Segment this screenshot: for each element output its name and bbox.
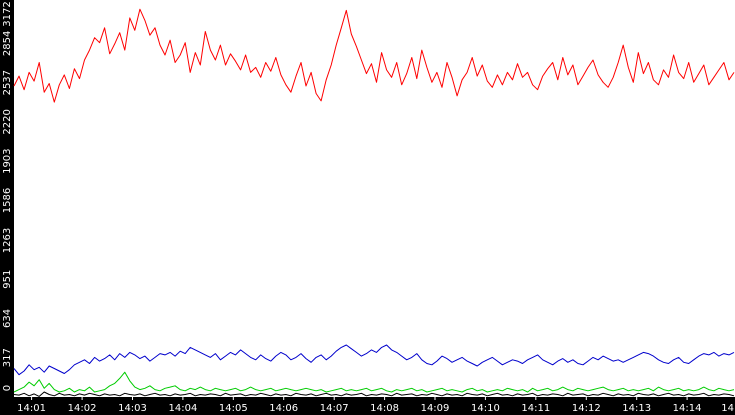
x-tick-label: 14:04 xyxy=(168,403,197,414)
x-tick-label: 14:06 xyxy=(269,403,298,414)
y-tick-label: 1586 xyxy=(2,188,13,213)
series-line-2 xyxy=(13,371,735,393)
y-tick-label: 951 xyxy=(2,270,13,289)
x-tick-label: 14:13 xyxy=(622,403,651,414)
y-axis-band xyxy=(0,0,14,415)
y-tick-label: 317 xyxy=(2,348,13,367)
x-tick-label: 14 xyxy=(721,403,734,414)
x-tick-label: 14:12 xyxy=(572,403,601,414)
x-tick-label: 14:09 xyxy=(421,403,450,414)
y-tick-label: 634 xyxy=(2,309,13,328)
x-tick-label: 14:14 xyxy=(673,403,702,414)
x-tick-label: 14:10 xyxy=(471,403,500,414)
x-tick-label: 14:01 xyxy=(17,403,46,414)
series-line-1 xyxy=(13,344,735,376)
x-tick-label: 14:07 xyxy=(320,403,349,414)
y-tick-label: 3172 xyxy=(2,1,13,26)
x-axis-ticks: 14:01 14:02 14:03 14:04 14:05 14:06 14:07 14:08… xyxy=(17,397,734,414)
y-axis-ticks: 0 317 634 951 1263 1586 1903 2220 2537 2854 3172 xyxy=(2,1,13,391)
x-tick-label: 14:05 xyxy=(219,403,248,414)
x-tick-label: 14:03 xyxy=(118,403,147,414)
y-tick-label: 2537 xyxy=(2,70,13,95)
y-tick-label: 1903 xyxy=(2,148,13,173)
x-tick-label: 14:11 xyxy=(521,403,550,414)
x-axis-band xyxy=(0,397,735,415)
x-tick-label: 14:08 xyxy=(370,403,399,414)
y-tick-label: 0 xyxy=(2,385,13,391)
series-line-0 xyxy=(13,8,735,103)
series-layer xyxy=(13,8,735,397)
y-tick-label: 2854 xyxy=(2,31,13,56)
x-tick-label: 14:02 xyxy=(68,403,97,414)
series-line-3 xyxy=(13,391,735,397)
y-tick-label: 1263 xyxy=(2,228,13,253)
y-tick-label: 2220 xyxy=(2,109,13,134)
